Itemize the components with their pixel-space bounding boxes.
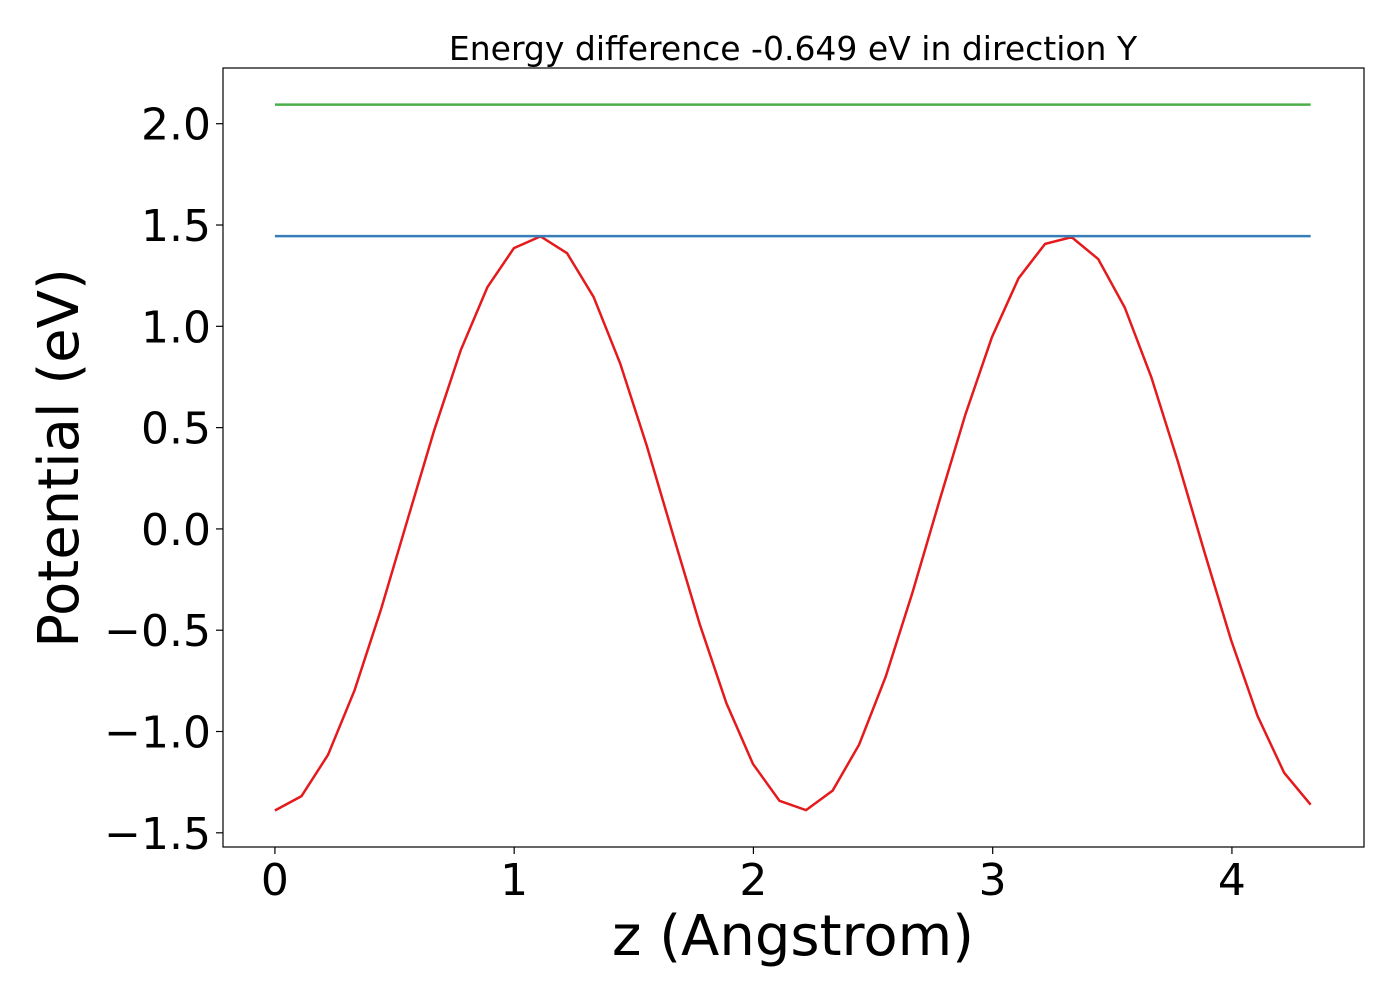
y-tick-label: 0.0 [141,505,211,556]
x-tick-label: 2 [739,855,767,906]
y-tick-label: −1.0 [104,708,211,759]
y-tick-label: −0.5 [104,606,211,657]
y-tick-label: 2.0 [141,100,211,151]
x-tick-label: 1 [500,855,528,906]
line-series [274,234,1312,812]
x-tick-label: 3 [979,855,1007,906]
y-tick-label: 1.0 [141,302,211,353]
x-tick-label: 0 [261,855,289,906]
y-axis-label: Potential (eV) [27,268,92,648]
y-tick-label: −1.5 [104,809,211,860]
plot-frame [222,67,1365,848]
x-axis-label: z (Angstrom) [612,904,974,969]
y-tick-label: 1.5 [141,201,211,252]
y-tick-label: 0.5 [141,404,211,455]
chart-title: Energy difference -0.649 eV in direction… [449,29,1138,68]
x-tick-label: 4 [1218,855,1246,906]
